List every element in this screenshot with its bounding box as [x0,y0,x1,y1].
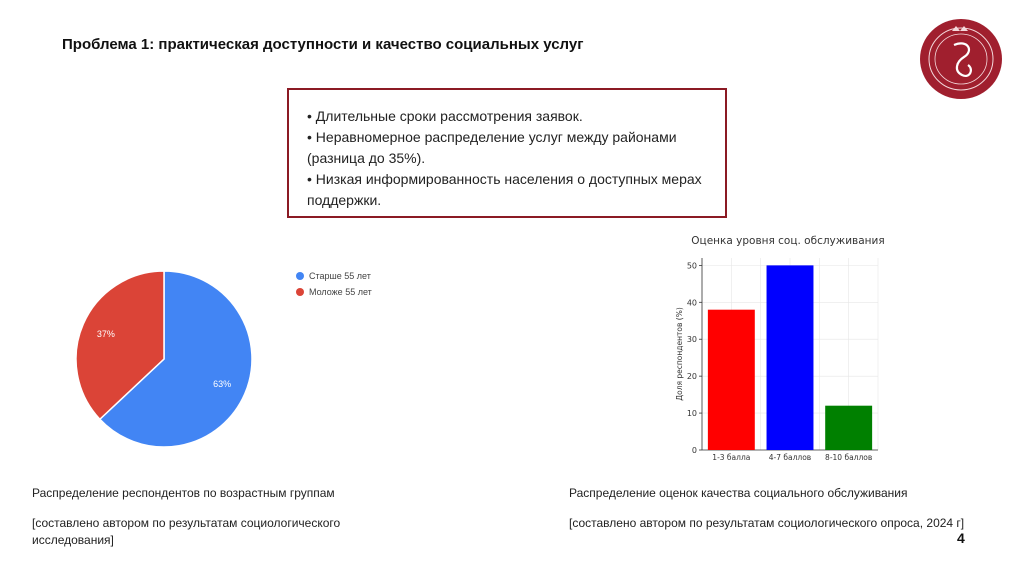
y-tick-label: 10 [687,409,697,418]
bar-0 [707,309,755,450]
pie-legend: Старше 55 лет Моложе 55 лет [296,268,372,300]
issue-item: • Длительные сроки рассмотрения заявок. [307,108,583,124]
x-tick-label: 8-10 баллов [825,453,872,462]
bar-caption-source: [составлено автором по результатам социо… [569,516,965,530]
pie-caption-title: Распределение респондентов по возрастным… [32,486,335,500]
y-tick-label: 50 [687,261,697,270]
y-tick-label: 20 [687,372,697,381]
legend-item-younger: Моложе 55 лет [296,284,372,300]
legend-swatch [296,288,304,296]
y-axis-label: Доля респондентов (%) [675,307,684,401]
bar-1 [766,265,814,450]
bar-caption-title: Распределение оценок качества социальног… [569,486,908,500]
legend-label: Старше 55 лет [309,271,371,281]
university-seal-logo [920,19,1002,99]
y-tick-label: 0 [692,446,697,455]
slide-title: Проблема 1: практическая доступности и к… [62,36,584,53]
bar-2 [825,405,873,450]
rating-bar-chart: Оценка уровня соц. обслуживания 0 10 20 30 40… [668,228,888,468]
page-number: 4 [957,530,965,546]
legend-swatch [296,272,304,280]
age-pie-chart: 63% 37% [60,258,280,458]
legend-label: Моложе 55 лет [309,287,372,297]
y-tick-label: 30 [687,335,697,344]
legend-item-older: Старше 55 лет [296,268,372,284]
issue-item: • Низкая информированность населения о д… [307,171,702,208]
issue-item: • Неравномерное распределение услуг межд… [307,129,677,166]
pie-slice-label: 63% [213,379,231,389]
pie-slice-1 [75,270,165,421]
pie-slice-label: 37% [97,329,115,339]
y-tick-label: 40 [687,298,697,307]
pie-slice-0 [98,270,253,448]
key-issues-box: • Длительные сроки рассмотрения заявок. … [287,88,727,218]
bar-chart-title: Оценка уровня соц. обслуживания [691,235,884,247]
pie-caption-source: [составлено автором по результатам социо… [32,516,341,547]
x-tick-label: 4-7 баллов [769,453,811,462]
x-tick-label: 1-3 балла [712,453,750,462]
